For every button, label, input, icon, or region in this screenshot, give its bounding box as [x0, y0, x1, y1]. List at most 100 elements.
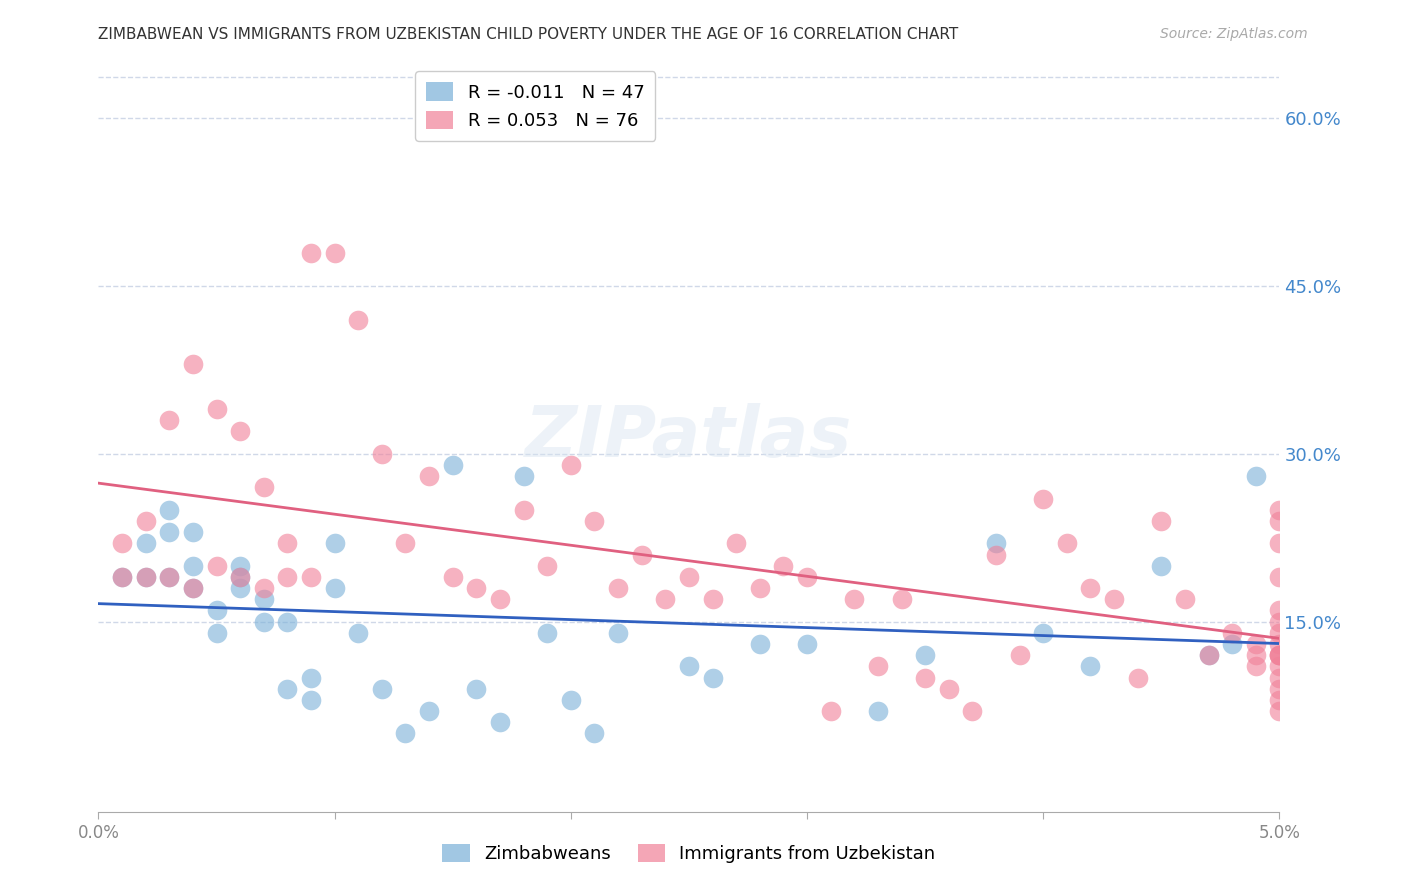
Point: [465, 681, 488, 696]
Point: [371, 447, 394, 461]
Point: [135, 570, 157, 584]
Point: [489, 715, 512, 730]
Point: [253, 615, 276, 629]
Point: [299, 671, 322, 685]
Point: [1268, 536, 1291, 550]
Point: [394, 726, 416, 740]
Point: [1126, 671, 1149, 685]
Point: [276, 615, 298, 629]
Point: [1268, 648, 1291, 662]
Point: [1056, 536, 1078, 550]
Point: [1080, 659, 1102, 673]
Point: [181, 581, 204, 595]
Point: [157, 570, 180, 584]
Point: [323, 581, 346, 595]
Point: [1268, 502, 1291, 516]
Point: [253, 592, 276, 607]
Point: [984, 536, 1007, 550]
Point: [229, 425, 252, 439]
Point: [512, 469, 534, 483]
Point: [157, 570, 180, 584]
Point: [748, 581, 770, 595]
Point: [229, 558, 252, 573]
Legend: Zimbabweans, Immigrants from Uzbekistan: Zimbabweans, Immigrants from Uzbekistan: [436, 837, 942, 870]
Point: [1268, 693, 1291, 707]
Point: [1268, 704, 1291, 718]
Point: [347, 312, 370, 326]
Point: [536, 558, 558, 573]
Point: [135, 536, 157, 550]
Point: [1244, 648, 1267, 662]
Point: [299, 570, 322, 584]
Point: [371, 681, 394, 696]
Point: [1268, 671, 1291, 685]
Point: [1244, 659, 1267, 673]
Point: [229, 570, 252, 584]
Point: [181, 525, 204, 540]
Point: [560, 458, 582, 472]
Point: [984, 548, 1007, 562]
Point: [299, 245, 322, 260]
Point: [276, 681, 298, 696]
Point: [536, 625, 558, 640]
Point: [748, 637, 770, 651]
Point: [181, 358, 204, 372]
Point: [205, 558, 228, 573]
Point: [1220, 637, 1243, 651]
Point: [1102, 592, 1125, 607]
Point: [1268, 625, 1291, 640]
Point: [465, 581, 488, 595]
Point: [1174, 592, 1197, 607]
Point: [418, 469, 440, 483]
Point: [1032, 491, 1054, 506]
Point: [111, 536, 134, 550]
Point: [654, 592, 676, 607]
Point: [205, 625, 228, 640]
Point: [890, 592, 912, 607]
Point: [772, 558, 794, 573]
Point: [489, 592, 512, 607]
Point: [441, 458, 464, 472]
Point: [181, 558, 204, 573]
Point: [1268, 637, 1291, 651]
Point: [1268, 514, 1291, 528]
Point: [1268, 648, 1291, 662]
Point: [512, 502, 534, 516]
Point: [725, 536, 748, 550]
Point: [1220, 625, 1243, 640]
Point: [347, 625, 370, 640]
Point: [1268, 659, 1291, 673]
Point: [323, 245, 346, 260]
Point: [276, 536, 298, 550]
Point: [607, 581, 630, 595]
Point: [866, 659, 889, 673]
Point: [253, 480, 276, 494]
Point: [583, 726, 606, 740]
Point: [1198, 648, 1220, 662]
Point: [111, 570, 134, 584]
Point: [630, 548, 652, 562]
Point: [678, 659, 700, 673]
Point: [181, 581, 204, 595]
Point: [157, 525, 180, 540]
Point: [914, 648, 936, 662]
Point: [229, 581, 252, 595]
Text: Source: ZipAtlas.com: Source: ZipAtlas.com: [1160, 27, 1308, 41]
Point: [938, 681, 960, 696]
Point: [914, 671, 936, 685]
Point: [323, 536, 346, 550]
Point: [229, 570, 252, 584]
Point: [157, 413, 180, 427]
Point: [820, 704, 842, 718]
Text: ZIPatlas: ZIPatlas: [526, 402, 852, 472]
Point: [111, 570, 134, 584]
Point: [796, 570, 818, 584]
Text: ZIMBABWEAN VS IMMIGRANTS FROM UZBEKISTAN CHILD POVERTY UNDER THE AGE OF 16 CORRE: ZIMBABWEAN VS IMMIGRANTS FROM UZBEKISTAN…: [98, 27, 959, 42]
Point: [702, 671, 724, 685]
Point: [1244, 637, 1267, 651]
Point: [560, 693, 582, 707]
Point: [1268, 603, 1291, 617]
Point: [253, 581, 276, 595]
Point: [1032, 625, 1054, 640]
Point: [1268, 615, 1291, 629]
